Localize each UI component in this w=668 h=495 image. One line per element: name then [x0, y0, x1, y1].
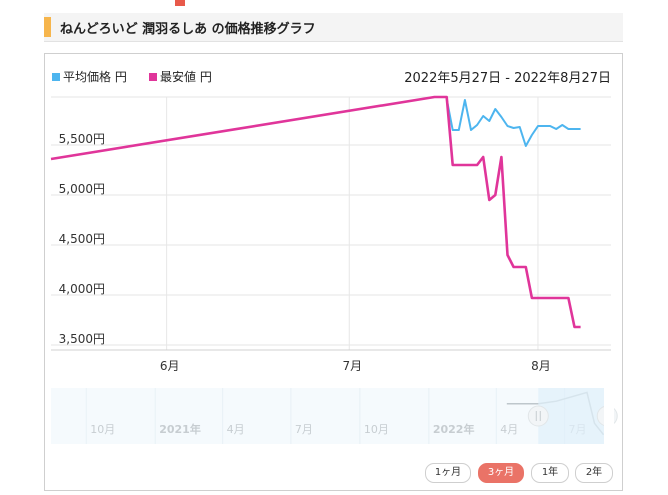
header-accent-bar — [44, 17, 51, 37]
plot-grid — [51, 96, 611, 350]
x-tick-label: 8月 — [531, 359, 551, 373]
navigator-label: 7月 — [295, 423, 313, 436]
x-tick-label: 7月 — [342, 359, 362, 373]
y-tick-label: 4,500円 — [59, 232, 105, 246]
navigator-background — [51, 388, 611, 444]
navigator-label: 4月 — [500, 423, 518, 436]
page-header: ねんどろいど 潤羽るしあ の価格推移グラフ — [44, 13, 623, 42]
navigator-edge-mask — [604, 388, 614, 444]
top-accent-tab — [175, 0, 185, 6]
x-tick-label: 6月 — [160, 359, 180, 373]
navigator-label: 10月 — [90, 423, 115, 436]
navigator-label: 7月 — [569, 423, 587, 436]
y-tick-label: 4,000円 — [59, 282, 105, 296]
legend-swatch-1 — [149, 73, 157, 81]
range-button[interactable]: 2年 — [575, 463, 613, 483]
y-tick-label: 5,000円 — [59, 182, 105, 196]
navigator-selection — [538, 388, 608, 444]
series-line-0 — [445, 98, 581, 147]
range-button[interactable]: 1年 — [531, 463, 569, 483]
range-button[interactable]: 1ヶ月 — [425, 463, 471, 483]
chart-legend: 平均価格 円 最安値 円 — [52, 69, 212, 84]
page-title: ねんどろいど 潤羽るしあ の価格推移グラフ — [60, 22, 316, 37]
legend-label-0: 平均価格 円 — [63, 69, 127, 84]
legend-label-1: 最安値 円 — [160, 69, 212, 84]
y-tick-label: 3,500円 — [59, 332, 105, 346]
navigator-label: 10月 — [364, 423, 389, 436]
handle-grip-icon — [527, 405, 549, 427]
navigator-series-line — [506, 391, 605, 436]
y-tick-label: 5,500円 — [59, 132, 105, 146]
series-line-1 — [50, 95, 581, 329]
navigator-label: 4月 — [227, 423, 245, 436]
date-range-label: 2022年5月27日 - 2022年8月27日 — [404, 71, 611, 86]
range-button[interactable]: 3ヶ月 — [478, 463, 524, 483]
navigator-label: 2022年 — [433, 422, 475, 436]
legend-swatch-0 — [52, 73, 60, 81]
navigator-label: 2021年 — [159, 422, 201, 436]
navigator: 10月 2021年 4月 7月 10月 2022年 4月 7月 — [51, 388, 618, 444]
